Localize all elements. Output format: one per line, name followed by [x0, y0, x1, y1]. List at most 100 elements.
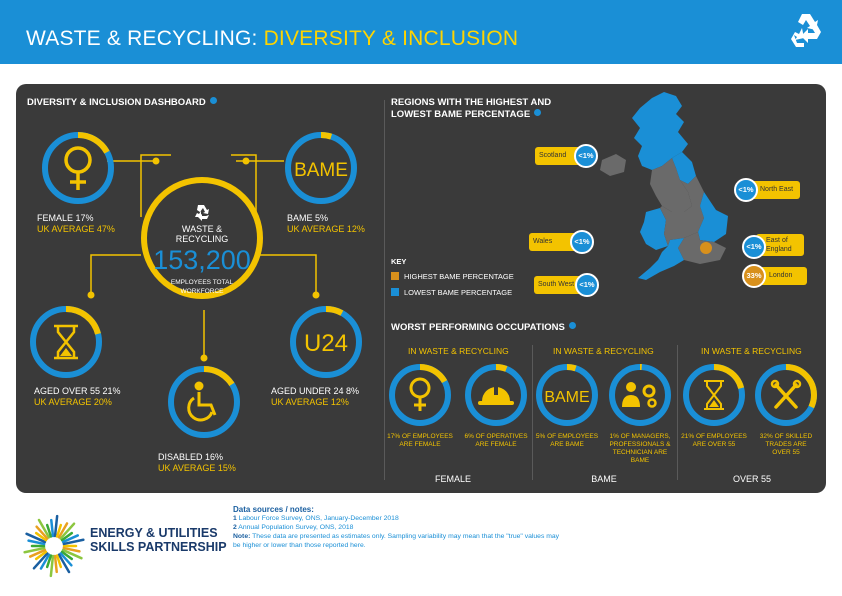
region-north-east	[672, 152, 696, 184]
disabled-label: DISABLED 16% UK AVERAGE 15%	[158, 452, 236, 473]
occ-gauge-bame-employees	[536, 364, 598, 426]
occ-gauge-over55-employees	[683, 364, 745, 426]
gauge-value-arc	[42, 132, 114, 204]
occ-gauge-over55-trades	[755, 364, 817, 426]
logo-ray	[57, 522, 69, 539]
gauge-track	[609, 364, 671, 426]
tag-east-england: East of England	[756, 234, 804, 256]
hourglass-icon	[704, 380, 724, 410]
gauge-value-arc	[30, 306, 102, 378]
manager-gears-icon	[622, 382, 657, 408]
occ-foot-over55: OVER 55	[732, 474, 772, 484]
bame-label: BAME 5% UK AVERAGE 12%	[287, 213, 365, 234]
center-ring	[141, 177, 263, 299]
badge-london: 33%	[742, 264, 766, 288]
under24-gauge	[290, 306, 362, 378]
logo-ray	[23, 546, 46, 554]
bame-text: BAME	[294, 160, 348, 181]
bame-text: BAME	[544, 389, 589, 406]
occ-gauge-bame-managers	[609, 364, 671, 426]
badge-north-east: <1%	[734, 178, 758, 202]
uk-map	[600, 92, 728, 280]
center-line1: WASTE &	[182, 224, 222, 234]
female-symbol-icon	[64, 146, 92, 190]
gauge-value-arc	[389, 364, 451, 426]
logo-ray	[60, 531, 74, 542]
occ-head-female: IN WASTE & RECYCLING	[408, 346, 509, 356]
recycle-icon	[791, 14, 821, 47]
info-icon	[209, 97, 217, 104]
logo-ray	[35, 525, 49, 540]
key-high: HIGHEST BAME PERCENTAGE	[391, 272, 514, 281]
tag-south-west: South West	[534, 276, 584, 294]
euskills-logo-icon	[23, 514, 85, 578]
occ-head-over55: IN WASTE & RECYCLING	[701, 346, 802, 356]
logo-ray	[60, 550, 74, 561]
hard-hat-icon	[478, 385, 514, 405]
logo-ray	[45, 523, 53, 538]
occ-foot-bame: BAME	[591, 474, 617, 484]
tag-wales: Wales	[529, 233, 579, 251]
occ-divider-1	[532, 345, 533, 480]
occ-cap-bame-employees: 5% OF EMPLOYEES ARE BAME	[535, 433, 599, 448]
occupations-title: WORST PERFORMING OCCUPATIONS	[391, 322, 576, 334]
logo-ray	[49, 554, 55, 578]
u24-text: U24	[304, 330, 348, 357]
page-title: WASTE & RECYCLING: DIVERSITY & INCLUSION	[26, 27, 518, 51]
region-scotland	[632, 92, 688, 170]
workforce-total: 153,200	[153, 245, 251, 275]
logo-ray	[50, 518, 55, 538]
logo-ray	[28, 548, 47, 558]
logo-ray	[53, 554, 58, 574]
section-divider	[384, 100, 385, 480]
female-symbol-icon	[409, 377, 431, 411]
logo-ray	[53, 514, 59, 538]
occ-foot-female: FEMALE	[434, 474, 471, 484]
source-2: 2 Annual Population Survey, ONS, 2018	[233, 524, 354, 531]
badge-wales: <1%	[570, 230, 594, 254]
info-icon	[568, 322, 576, 329]
center-caption1: EMPLOYEES TOTAL	[171, 279, 234, 286]
logo-ray	[55, 523, 63, 538]
occ-gauge-female-employees	[389, 364, 451, 426]
logo-ray	[45, 554, 53, 569]
tools-icon	[770, 379, 802, 409]
hourglass-icon	[54, 324, 78, 360]
occ-cap-over55-trades: 32% OF SKILLED TRADES ARE OVER 55	[759, 433, 813, 456]
logo-ray	[62, 538, 85, 546]
regions-title: REGIONS WITH THE HIGHEST AND LOWEST BAME …	[391, 97, 552, 120]
key-low: LOWEST BAME PERCENTAGE	[391, 288, 512, 297]
gauge-value-arc	[609, 364, 671, 426]
logo-ray	[57, 553, 71, 574]
region-wales	[640, 208, 668, 250]
header-bar: WASTE & RECYCLING: DIVERSITY & INCLUSION	[0, 0, 842, 64]
dashboard-graphic: WASTE & RECYCLING 153,200 EMPLOYEES TOTA…	[30, 132, 362, 438]
logo-ray	[59, 522, 76, 540]
bame-gauge	[285, 132, 357, 204]
occ-cap-female-employees: 17% OF EMPLOYEES ARE FEMALE	[387, 433, 453, 448]
region-north-west	[650, 158, 692, 212]
region-london	[700, 242, 712, 254]
recycle-small-icon	[195, 205, 209, 221]
over55-gauge	[30, 306, 102, 378]
logo-ray	[34, 550, 48, 561]
logo-ray	[61, 534, 80, 544]
key-high-swatch	[391, 272, 399, 280]
badge-scotland: <1%	[574, 144, 598, 168]
note: Note: These data are presented as estima…	[233, 533, 560, 549]
gauge-value-arc	[285, 132, 357, 204]
logo-ray	[39, 553, 51, 570]
logo-ray	[59, 552, 73, 567]
region-east-england	[698, 192, 728, 242]
region-south-west	[638, 238, 684, 280]
over55-label: AGED OVER 55 21% UK AVERAGE 20%	[34, 386, 121, 407]
disabled-gauge	[168, 366, 240, 438]
occ-divider-2	[677, 345, 678, 480]
occ-gauge-female-operatives	[465, 364, 527, 426]
gauge-value-arc	[683, 364, 745, 426]
under24-label: AGED UNDER 24 8% UK AVERAGE 12%	[271, 386, 360, 407]
region-northern-ireland	[600, 154, 626, 176]
key-title: KEY	[391, 257, 407, 266]
data-sources-notes: Data sources / notes: 1 Labour Force Sur…	[233, 505, 563, 550]
logo-ray	[32, 552, 49, 570]
